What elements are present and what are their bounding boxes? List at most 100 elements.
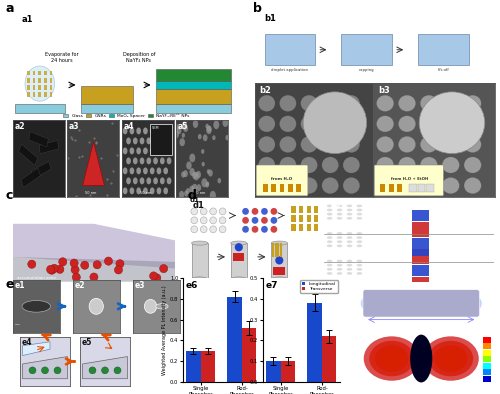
Ellipse shape [364, 336, 420, 381]
Circle shape [346, 260, 352, 262]
Circle shape [376, 136, 394, 152]
Circle shape [184, 125, 188, 132]
Circle shape [442, 95, 460, 112]
FancyBboxPatch shape [50, 78, 52, 83]
Circle shape [346, 264, 352, 267]
Circle shape [337, 240, 342, 243]
Circle shape [140, 138, 144, 144]
Circle shape [123, 188, 128, 194]
FancyBboxPatch shape [156, 69, 231, 82]
FancyBboxPatch shape [38, 71, 41, 76]
FancyBboxPatch shape [50, 85, 52, 90]
Circle shape [301, 157, 318, 173]
Circle shape [398, 136, 415, 152]
Bar [483, 362, 490, 369]
FancyBboxPatch shape [272, 184, 276, 192]
Circle shape [164, 167, 168, 174]
Circle shape [346, 236, 352, 239]
Circle shape [201, 149, 204, 154]
FancyBboxPatch shape [306, 206, 310, 214]
Circle shape [140, 177, 144, 184]
Circle shape [206, 182, 210, 186]
Circle shape [337, 209, 342, 211]
Circle shape [46, 265, 54, 273]
FancyBboxPatch shape [292, 206, 296, 214]
Bar [412, 277, 429, 284]
Circle shape [176, 124, 180, 130]
FancyBboxPatch shape [398, 184, 402, 192]
Circle shape [136, 147, 141, 154]
Text: b3: b3 [378, 86, 390, 95]
Circle shape [343, 136, 359, 152]
Circle shape [123, 147, 128, 154]
Circle shape [337, 260, 342, 262]
Circle shape [164, 188, 168, 194]
Circle shape [420, 116, 438, 132]
Ellipse shape [271, 241, 287, 245]
Circle shape [136, 128, 141, 134]
Polygon shape [82, 357, 128, 379]
Circle shape [420, 136, 438, 152]
Circle shape [150, 272, 158, 280]
Circle shape [261, 217, 268, 224]
Circle shape [116, 260, 124, 268]
Text: e9: e9 [354, 335, 365, 344]
Polygon shape [230, 243, 247, 279]
Circle shape [327, 217, 332, 220]
Bar [412, 210, 429, 221]
Circle shape [420, 95, 438, 112]
Circle shape [126, 177, 131, 184]
Circle shape [183, 170, 188, 177]
Polygon shape [82, 142, 104, 186]
Circle shape [242, 226, 249, 233]
Circle shape [464, 157, 481, 173]
FancyBboxPatch shape [418, 34, 469, 65]
Circle shape [207, 125, 212, 132]
FancyBboxPatch shape [32, 92, 35, 97]
Circle shape [219, 226, 226, 233]
Y-axis label: Weighted Average PL Intensity (a.u.): Weighted Average PL Intensity (a.u.) [162, 285, 167, 375]
Text: a3: a3 [69, 123, 80, 132]
Circle shape [202, 178, 207, 187]
Ellipse shape [380, 349, 403, 368]
FancyBboxPatch shape [27, 78, 30, 83]
Circle shape [150, 188, 154, 194]
Text: e6: e6 [186, 281, 198, 290]
Circle shape [356, 260, 362, 262]
Circle shape [464, 95, 481, 112]
Circle shape [166, 138, 172, 144]
Circle shape [322, 178, 338, 193]
Text: e5: e5 [82, 338, 92, 348]
Circle shape [346, 204, 352, 207]
Circle shape [153, 138, 158, 144]
Text: b2: b2 [260, 86, 272, 95]
Circle shape [160, 177, 164, 184]
FancyBboxPatch shape [38, 78, 41, 83]
FancyBboxPatch shape [306, 215, 310, 222]
Circle shape [301, 116, 318, 132]
Circle shape [192, 172, 197, 179]
Circle shape [346, 244, 352, 247]
Bar [412, 257, 429, 264]
Circle shape [136, 167, 141, 174]
Circle shape [280, 136, 296, 152]
FancyBboxPatch shape [38, 85, 41, 90]
Text: ↔ E: ↔ E [349, 319, 358, 324]
Circle shape [180, 138, 185, 146]
Text: evaporation: evaporation [110, 204, 135, 208]
Text: droplet application: droplet application [272, 68, 308, 72]
Circle shape [327, 240, 332, 243]
Circle shape [130, 167, 134, 174]
Polygon shape [22, 342, 50, 355]
Circle shape [176, 127, 182, 134]
Circle shape [442, 116, 460, 132]
Circle shape [337, 244, 342, 247]
Circle shape [356, 213, 362, 216]
Circle shape [301, 136, 318, 152]
FancyBboxPatch shape [50, 71, 52, 76]
Circle shape [153, 177, 158, 184]
Circle shape [206, 126, 212, 134]
Circle shape [126, 138, 131, 144]
FancyBboxPatch shape [299, 224, 303, 231]
Circle shape [327, 264, 332, 267]
